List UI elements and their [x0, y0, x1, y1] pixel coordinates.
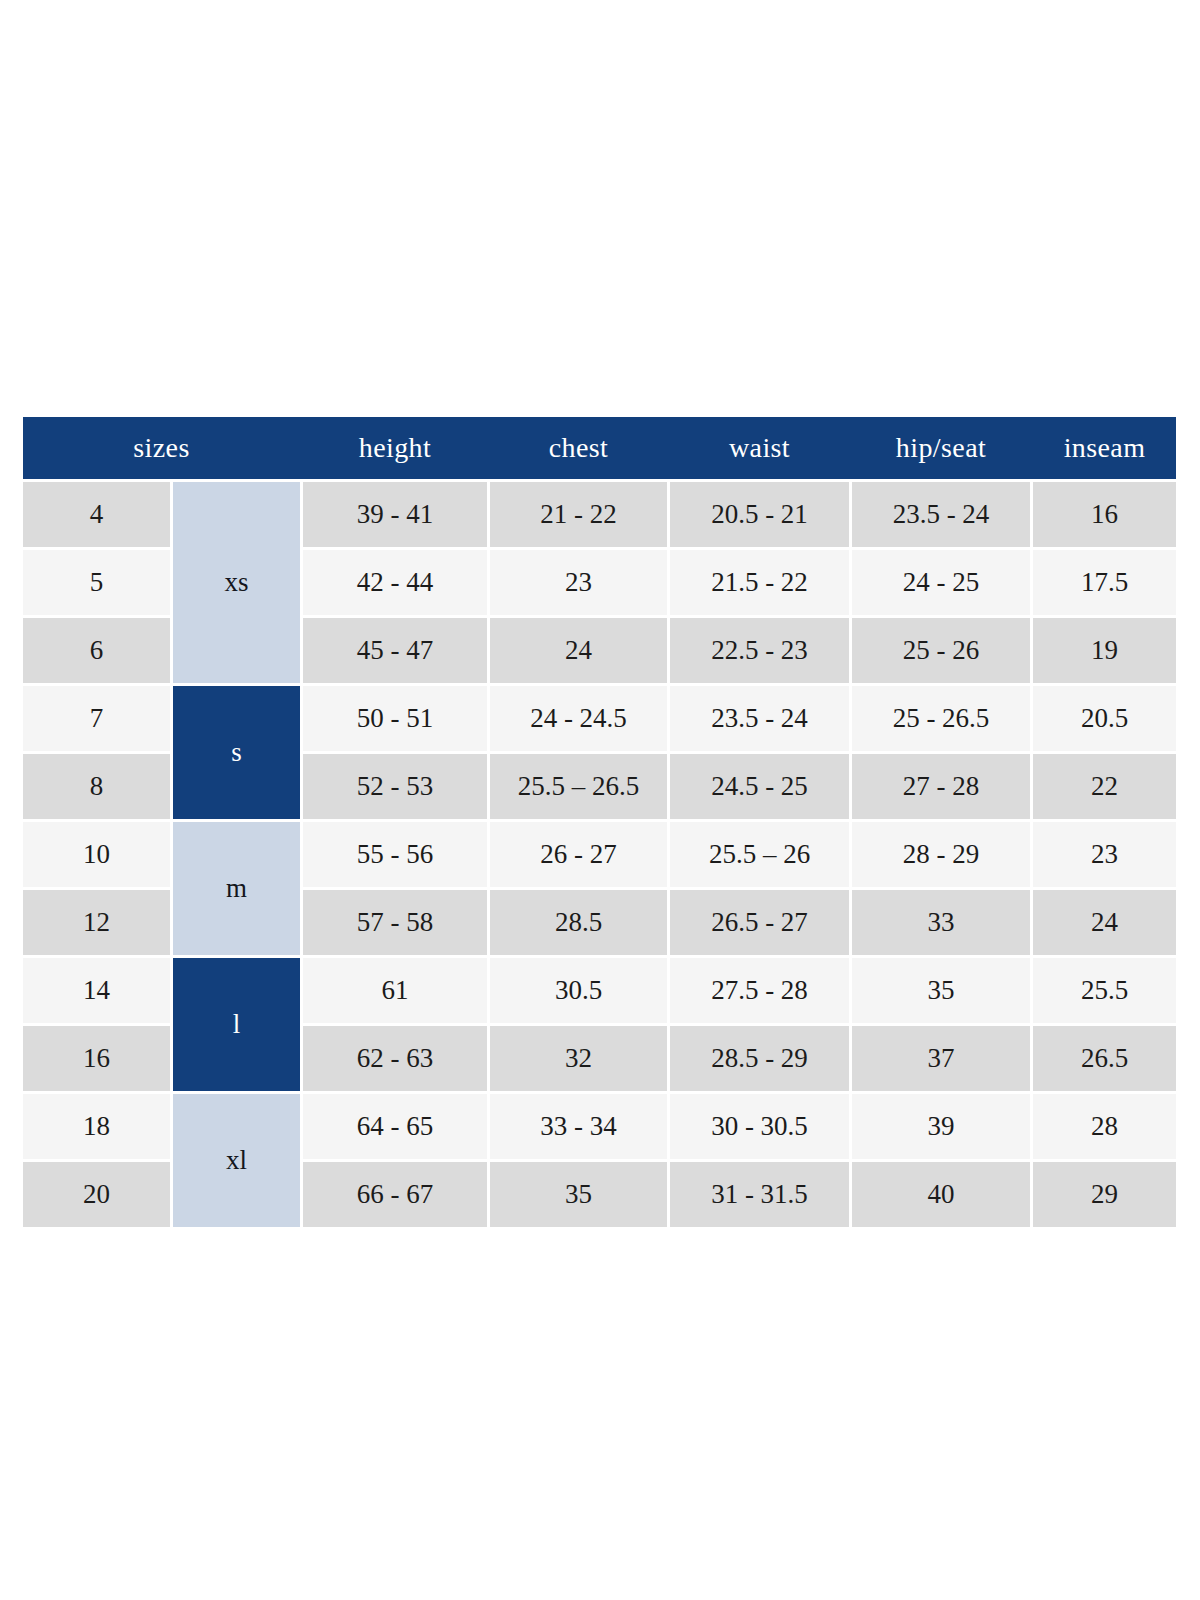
- inseam-cell: 19: [1033, 618, 1176, 683]
- waist-cell: 30 - 30.5: [670, 1094, 849, 1159]
- hip-seat-cell: 39: [852, 1094, 1030, 1159]
- waist-cell: 23.5 - 24: [670, 686, 849, 751]
- size-group-cell-l: l: [173, 958, 300, 1091]
- height-cell: 50 - 51: [303, 686, 487, 751]
- chest-cell: 24 - 24.5: [490, 686, 667, 751]
- size-cell: 16: [23, 1026, 170, 1091]
- chest-cell: 28.5: [490, 890, 667, 955]
- column-header-chest: chest: [490, 417, 667, 479]
- waist-cell: 31 - 31.5: [670, 1162, 849, 1227]
- size-cell: 8: [23, 754, 170, 819]
- waist-cell: 21.5 - 22: [670, 550, 849, 615]
- inseam-cell: 22: [1033, 754, 1176, 819]
- chest-cell: 25.5 – 26.5: [490, 754, 667, 819]
- hip-seat-cell: 23.5 - 24: [852, 482, 1030, 547]
- waist-cell: 24.5 - 25: [670, 754, 849, 819]
- chest-cell: 24: [490, 618, 667, 683]
- size-cell: 5: [23, 550, 170, 615]
- column-header-sizes: sizes: [23, 417, 300, 479]
- size-cell: 10: [23, 822, 170, 887]
- size-group-cell-xl: xl: [173, 1094, 300, 1227]
- chest-cell: 23: [490, 550, 667, 615]
- hip-seat-cell: 28 - 29: [852, 822, 1030, 887]
- hip-seat-cell: 37: [852, 1026, 1030, 1091]
- inseam-cell: 26.5: [1033, 1026, 1176, 1091]
- inseam-cell: 29: [1033, 1162, 1176, 1227]
- height-cell: 45 - 47: [303, 618, 487, 683]
- hip-seat-cell: 27 - 28: [852, 754, 1030, 819]
- column-header-hip-seat: hip/seat: [852, 417, 1030, 479]
- height-cell: 52 - 53: [303, 754, 487, 819]
- size-chart-table: sizes height chest waist hip/seat inseam…: [23, 417, 1176, 1227]
- hip-seat-cell: 33: [852, 890, 1030, 955]
- height-cell: 57 - 58: [303, 890, 487, 955]
- chest-cell: 33 - 34: [490, 1094, 667, 1159]
- inseam-cell: 20.5: [1033, 686, 1176, 751]
- column-header-waist: waist: [670, 417, 849, 479]
- size-cell: 18: [23, 1094, 170, 1159]
- hip-seat-cell: 35: [852, 958, 1030, 1023]
- waist-cell: 22.5 - 23: [670, 618, 849, 683]
- waist-cell: 26.5 - 27: [670, 890, 849, 955]
- size-cell: 20: [23, 1162, 170, 1227]
- hip-seat-cell: 24 - 25: [852, 550, 1030, 615]
- waist-cell: 27.5 - 28: [670, 958, 849, 1023]
- height-cell: 61: [303, 958, 487, 1023]
- chest-cell: 21 - 22: [490, 482, 667, 547]
- size-group-cell-s: s: [173, 686, 300, 819]
- height-cell: 55 - 56: [303, 822, 487, 887]
- inseam-cell: 16: [1033, 482, 1176, 547]
- height-cell: 66 - 67: [303, 1162, 487, 1227]
- hip-seat-cell: 25 - 26: [852, 618, 1030, 683]
- height-cell: 42 - 44: [303, 550, 487, 615]
- size-cell: 7: [23, 686, 170, 751]
- inseam-cell: 25.5: [1033, 958, 1176, 1023]
- waist-cell: 25.5 – 26: [670, 822, 849, 887]
- waist-cell: 20.5 - 21: [670, 482, 849, 547]
- height-cell: 62 - 63: [303, 1026, 487, 1091]
- size-cell: 14: [23, 958, 170, 1023]
- hip-seat-cell: 25 - 26.5: [852, 686, 1030, 751]
- height-cell: 64 - 65: [303, 1094, 487, 1159]
- chest-cell: 26 - 27: [490, 822, 667, 887]
- size-cell: 12: [23, 890, 170, 955]
- size-cell: 4: [23, 482, 170, 547]
- inseam-cell: 24: [1033, 890, 1176, 955]
- hip-seat-cell: 40: [852, 1162, 1030, 1227]
- height-cell: 39 - 41: [303, 482, 487, 547]
- waist-cell: 28.5 - 29: [670, 1026, 849, 1091]
- inseam-cell: 23: [1033, 822, 1176, 887]
- size-group-cell-m: m: [173, 822, 300, 955]
- inseam-cell: 28: [1033, 1094, 1176, 1159]
- size-cell: 6: [23, 618, 170, 683]
- inseam-cell: 17.5: [1033, 550, 1176, 615]
- chest-cell: 32: [490, 1026, 667, 1091]
- chest-cell: 30.5: [490, 958, 667, 1023]
- column-header-height: height: [303, 417, 487, 479]
- size-group-cell-xs: xs: [173, 482, 300, 683]
- chest-cell: 35: [490, 1162, 667, 1227]
- column-header-inseam: inseam: [1033, 417, 1176, 479]
